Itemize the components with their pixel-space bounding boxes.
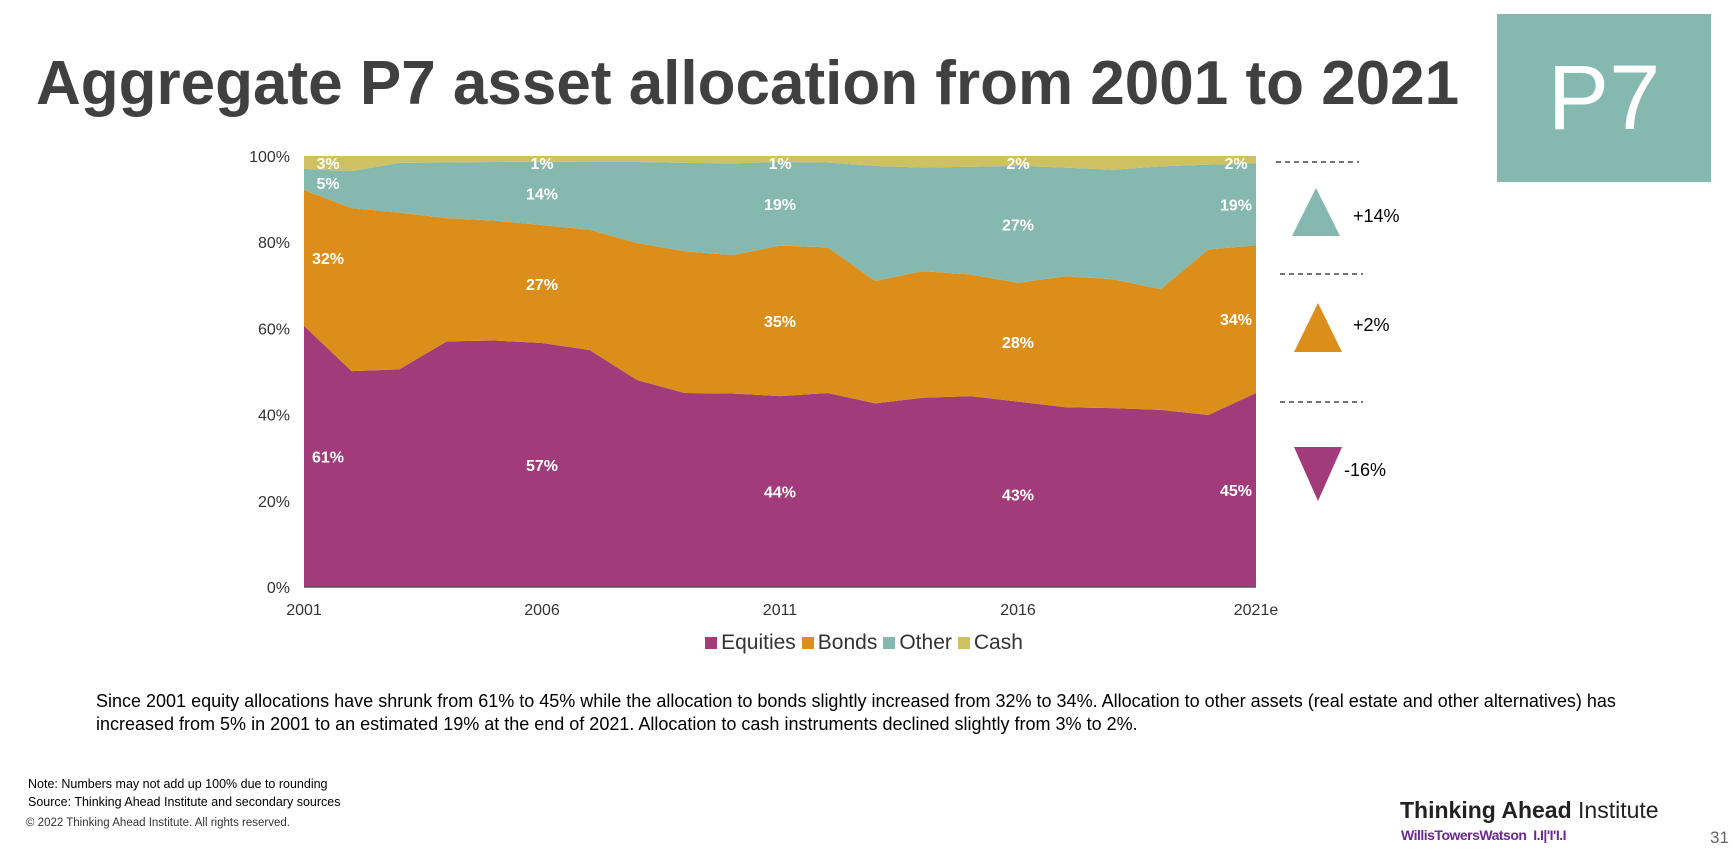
data-label: 57% [526, 458, 558, 475]
legend-item-bonds: Bonds [801, 631, 878, 655]
legend-label: Equities [721, 631, 796, 654]
legend-label: Cash [973, 631, 1023, 654]
x-tick-label: 2021e [1234, 602, 1279, 619]
x-tick-label: 2006 [524, 602, 560, 619]
page-title: Aggregate P7 asset allocation from 2001 … [36, 49, 1460, 118]
y-tick-label: 20% [258, 494, 290, 511]
triangle-up-icon [1294, 303, 1342, 352]
legend-swatch [957, 637, 970, 649]
data-label: 1% [530, 156, 553, 173]
p7-badge: P7 [1497, 14, 1711, 182]
triangle-up-icon [1292, 188, 1340, 236]
footnote-source: Source: Thinking Ahead Institute and sec… [28, 795, 341, 809]
data-label: 61% [312, 449, 344, 466]
footnote-rounding: Note: Numbers may not add up 100% due to… [28, 777, 328, 791]
area-bonds [304, 190, 1256, 416]
data-label: 19% [1220, 197, 1252, 214]
data-label: 28% [1002, 335, 1034, 352]
legend-label: Other [899, 631, 952, 654]
y-tick-label: 0% [267, 580, 290, 597]
data-label: 2% [1224, 156, 1247, 173]
legend-item-equities: Equities [705, 631, 796, 655]
logo-bold-text: Thinking Ahead [1400, 797, 1572, 823]
data-label: 27% [526, 277, 558, 294]
legend-swatch [705, 637, 718, 649]
x-tick-label: 2016 [1000, 602, 1036, 619]
legend-item-cash: Cash [957, 631, 1023, 655]
data-label: 43% [1002, 487, 1034, 504]
data-label: 1% [768, 156, 791, 173]
data-label: 27% [1002, 217, 1034, 234]
triangle-down-icon [1294, 447, 1342, 501]
legend-label: Bonds [817, 631, 878, 654]
thinking-ahead-logo: Thinking Ahead Institute [1400, 797, 1659, 824]
data-label: 5% [316, 176, 339, 193]
wtw-mark: I.I|'I'I.I [1533, 827, 1567, 843]
legend-swatch [883, 637, 896, 649]
x-tick-label: 2011 [763, 602, 798, 619]
logo-light-text: Institute [1571, 797, 1659, 823]
x-tick-label: 2001 [286, 602, 322, 619]
data-label: 2% [1006, 156, 1029, 173]
data-label: 34% [1220, 312, 1252, 329]
area-cash [304, 156, 1256, 172]
data-label: 14% [526, 186, 558, 203]
willis-towers-watson-logo: WillisTowersWatson I.I|'I'I.I [1401, 827, 1567, 843]
change-label-bonds: +2% [1353, 315, 1390, 335]
legend-swatch [801, 637, 814, 649]
y-tick-label: 40% [258, 408, 290, 425]
data-label: 45% [1220, 483, 1252, 500]
chart-legend: Equities Bonds Other Cash [0, 631, 1734, 655]
page-number: 31 [1710, 828, 1729, 847]
y-tick-label: 80% [258, 235, 290, 252]
change-label-other: +14% [1353, 206, 1400, 226]
data-label: 32% [312, 251, 344, 268]
area-other [304, 161, 1256, 290]
y-tick-label: 60% [258, 321, 290, 338]
y-tick-label: 100% [249, 149, 290, 166]
summary-text: Since 2001 equity allocations have shrun… [96, 691, 1616, 734]
data-label: 44% [764, 485, 796, 502]
data-label: 19% [764, 197, 796, 214]
data-label: 35% [764, 314, 796, 331]
data-label: 3% [316, 156, 339, 173]
area-equities [304, 325, 1256, 587]
wtw-text: WillisTowersWatson [1401, 827, 1527, 843]
change-label-equities: -16% [1344, 460, 1386, 480]
copyright: © 2022 Thinking Ahead Institute. All rig… [26, 817, 290, 829]
legend-item-other: Other [883, 631, 952, 655]
